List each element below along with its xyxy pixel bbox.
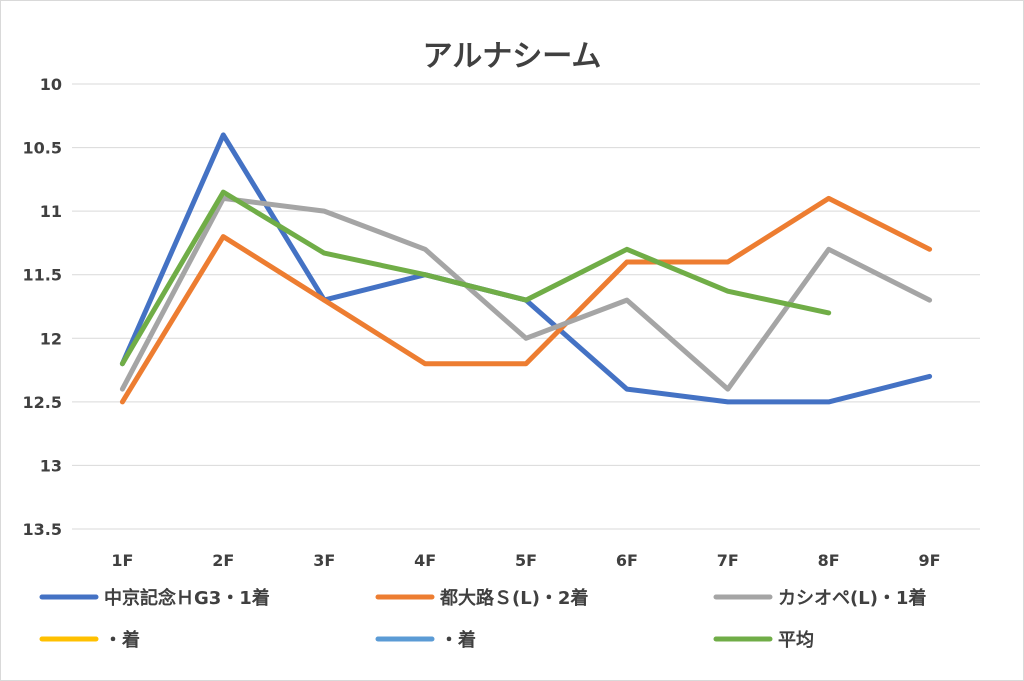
y-tick-label: 10	[40, 75, 62, 94]
legend-item: 平均	[713, 629, 814, 651]
legend-label: ・着	[440, 629, 476, 651]
y-tick-label: 12.5	[23, 393, 62, 412]
x-axis-ticks: 1F 2F 3F 4F 5F 6F 7F 8F 9F	[111, 551, 940, 570]
legend-label: 平均	[778, 629, 814, 651]
chart-title: アルナシーム	[423, 39, 602, 74]
series-lines	[119, 132, 933, 405]
x-tick-label: 1F	[111, 551, 133, 570]
legend-item: ・着	[375, 629, 476, 651]
y-tick-label: 12	[40, 329, 62, 348]
series-line-2	[119, 195, 933, 392]
x-tick-label: 6F	[616, 551, 638, 570]
x-tick-label: 5F	[515, 551, 537, 570]
y-axis-ticks: 10 10.5 11 11.5 12 12.5 13 13.5	[23, 75, 62, 539]
x-tick-label: 8F	[818, 551, 840, 570]
x-tick-label: 4F	[414, 551, 436, 570]
legend-label: 都大路Ｓ(L)・2着	[439, 587, 588, 609]
legend-label: カシオペ(L)・1着	[778, 587, 926, 609]
series-line-1	[119, 195, 933, 405]
y-tick-label: 11	[40, 202, 62, 221]
gridlines	[72, 83, 980, 530]
legend-label: ・着	[104, 629, 140, 651]
legend-item: 都大路Ｓ(L)・2着	[375, 587, 588, 609]
legend-item: カシオペ(L)・1着	[713, 587, 926, 609]
legend-label: 中京記念ＨG3・1着	[104, 587, 270, 609]
series-line-5	[119, 189, 832, 367]
x-tick-label: 2F	[212, 551, 234, 570]
legend: 中京記念ＨG3・1着 都大路Ｓ(L)・2着 カシオペ(L)・1着・着 ・着 平均	[39, 587, 926, 651]
y-tick-label: 10.5	[23, 139, 62, 158]
y-tick-label: 13.5	[23, 520, 62, 539]
legend-item: ・着	[39, 629, 140, 651]
x-tick-label: 9F	[919, 551, 941, 570]
legend-item: 中京記念ＨG3・1着	[39, 587, 270, 609]
y-tick-label: 11.5	[23, 266, 62, 285]
x-tick-label: 3F	[313, 551, 335, 570]
x-tick-label: 7F	[717, 551, 739, 570]
y-tick-label: 13	[40, 456, 62, 475]
